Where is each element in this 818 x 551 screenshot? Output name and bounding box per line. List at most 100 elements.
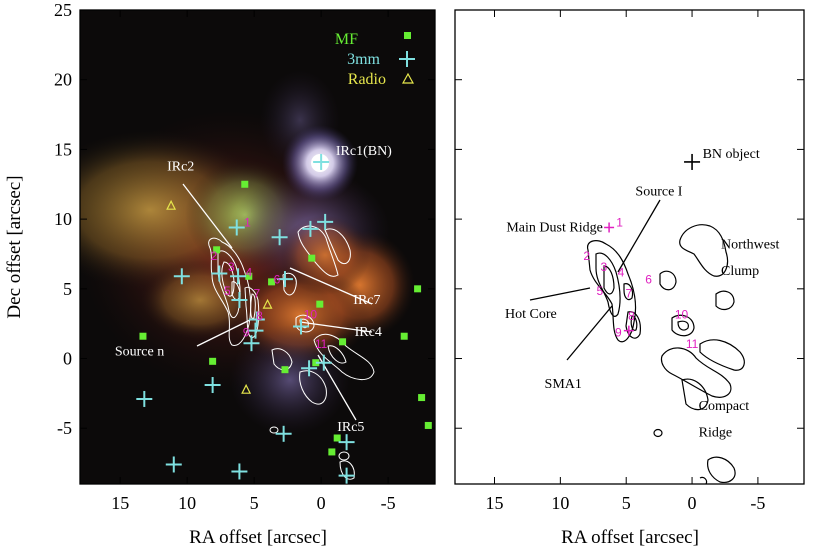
- left-ylabel: Dec offset [arcsec]: [4, 175, 25, 318]
- source-number-2: 2: [211, 249, 218, 263]
- legend-radio-marker: [401, 72, 415, 84]
- source-number-5: 5: [224, 284, 231, 298]
- source-label: Compact: [699, 399, 750, 414]
- source-number-6: 6: [274, 273, 281, 287]
- source-label: Ridge: [699, 426, 732, 441]
- x-tick-label: 15: [111, 493, 129, 513]
- mm3-point: [271, 229, 288, 246]
- mm3-point: [173, 268, 190, 285]
- mm3-point: [302, 220, 319, 237]
- mf-point: [241, 180, 249, 188]
- mf-point: [213, 246, 221, 254]
- mm3-point: [313, 153, 330, 170]
- mf-point: [414, 285, 422, 293]
- source-label: Hot Core: [505, 307, 557, 322]
- left-markers: 1 23 45 67 89 10 11: [136, 153, 432, 484]
- y-tick-label: 0: [63, 349, 72, 369]
- source-label: Clump: [721, 264, 759, 279]
- x-tick-label: 10: [178, 493, 196, 513]
- source-label: IRc5: [337, 420, 364, 435]
- x-tick-label: -5: [750, 493, 765, 513]
- mm3-point: [243, 335, 260, 352]
- source-number-11: 11: [686, 337, 699, 351]
- mf-point: [328, 448, 336, 456]
- nebula-image: [80, 10, 435, 484]
- y-tick-label: 20: [54, 70, 72, 90]
- mf-point: [316, 300, 324, 308]
- legend-3mm-label: 3mm: [347, 51, 380, 68]
- mm3-point: [247, 322, 264, 339]
- x-tick-label: 0: [688, 493, 697, 513]
- mm3-point: [275, 425, 292, 442]
- y-tick-label: -5: [57, 418, 72, 438]
- source-number-11: 11: [315, 337, 328, 351]
- mm3-point: [165, 456, 182, 473]
- source-label: IRc1(BN): [336, 144, 392, 159]
- mm3-point: [301, 360, 318, 377]
- source-number-7: 7: [625, 287, 632, 301]
- source-label: Main Dust Ridge: [506, 221, 602, 236]
- mm3-point: [315, 354, 332, 371]
- source-number-4: 4: [245, 266, 252, 280]
- legend-mf-label: MF: [335, 31, 358, 48]
- mf-point: [139, 332, 147, 340]
- y-tick-label: 5: [63, 279, 72, 299]
- source-label: IRc2: [167, 159, 194, 174]
- right-source-labels: BN object Source I Main Dust Ridge Northwes…: [505, 147, 779, 441]
- y-tick-label: 15: [54, 139, 72, 159]
- mm3-point: [248, 311, 265, 328]
- mm3-point: [293, 318, 310, 335]
- mf-point: [333, 434, 341, 442]
- left-source-labels: IRc1(BN) IRc2 IRc7 IRc4 Source n IRc5: [115, 144, 392, 435]
- mf-point: [424, 421, 432, 429]
- source-label: Source I: [635, 184, 682, 199]
- legend-3mm-marker: [399, 51, 415, 67]
- radio-point: [262, 298, 273, 309]
- source-number-8: 8: [256, 309, 263, 323]
- source-number-10: 10: [304, 307, 318, 321]
- source-number-1: 1: [244, 215, 251, 229]
- mm3-point: [231, 291, 248, 308]
- mm3-point: [276, 271, 293, 288]
- mm3-point: [204, 377, 221, 394]
- source-number-9: 9: [615, 326, 622, 340]
- mm3-point: [338, 434, 355, 451]
- mm3-point: [136, 390, 153, 407]
- right-axes: 15 10 5 0 -5: [455, 9, 804, 513]
- left-xlabel: RA offset [arcsec]: [189, 527, 327, 548]
- mm3-point: [211, 265, 228, 282]
- source-label: Northwest: [721, 237, 779, 252]
- bn-cross: [684, 153, 701, 170]
- mm3-point: [338, 467, 355, 484]
- source-number-3: 3: [600, 260, 607, 274]
- source-number-5: 5: [597, 284, 604, 298]
- source-number-6: 6: [645, 273, 652, 287]
- mf-point: [308, 254, 316, 262]
- y-tick-label: 10: [54, 209, 72, 229]
- mf-point: [281, 366, 289, 374]
- radio-point: [241, 383, 252, 394]
- source-number-1: 1: [616, 215, 623, 229]
- x-tick-label: 5: [250, 493, 259, 513]
- mf-point: [400, 332, 408, 340]
- source-number-3: 3: [228, 260, 235, 274]
- mm3-point: [228, 219, 245, 236]
- source-label: BN object: [703, 147, 760, 162]
- mf-point: [418, 394, 426, 402]
- mf-point: [339, 338, 347, 346]
- right-markers: 1 23 45 67 89 10 11: [583, 153, 701, 351]
- left-frame: [79, 9, 436, 485]
- magenta-cross: [604, 222, 615, 233]
- legend: MF 3mm Radio: [335, 31, 415, 88]
- x-tick-label: 10: [551, 493, 569, 513]
- mf-point: [312, 359, 320, 367]
- source-number-2: 2: [583, 249, 590, 263]
- y-tick-label: 25: [54, 0, 72, 20]
- mm3-point: [231, 463, 248, 480]
- source-number-4: 4: [618, 266, 625, 280]
- right-contours: [586, 224, 745, 484]
- legend-radio-label: Radio: [348, 71, 386, 88]
- mm3-point: [317, 213, 334, 230]
